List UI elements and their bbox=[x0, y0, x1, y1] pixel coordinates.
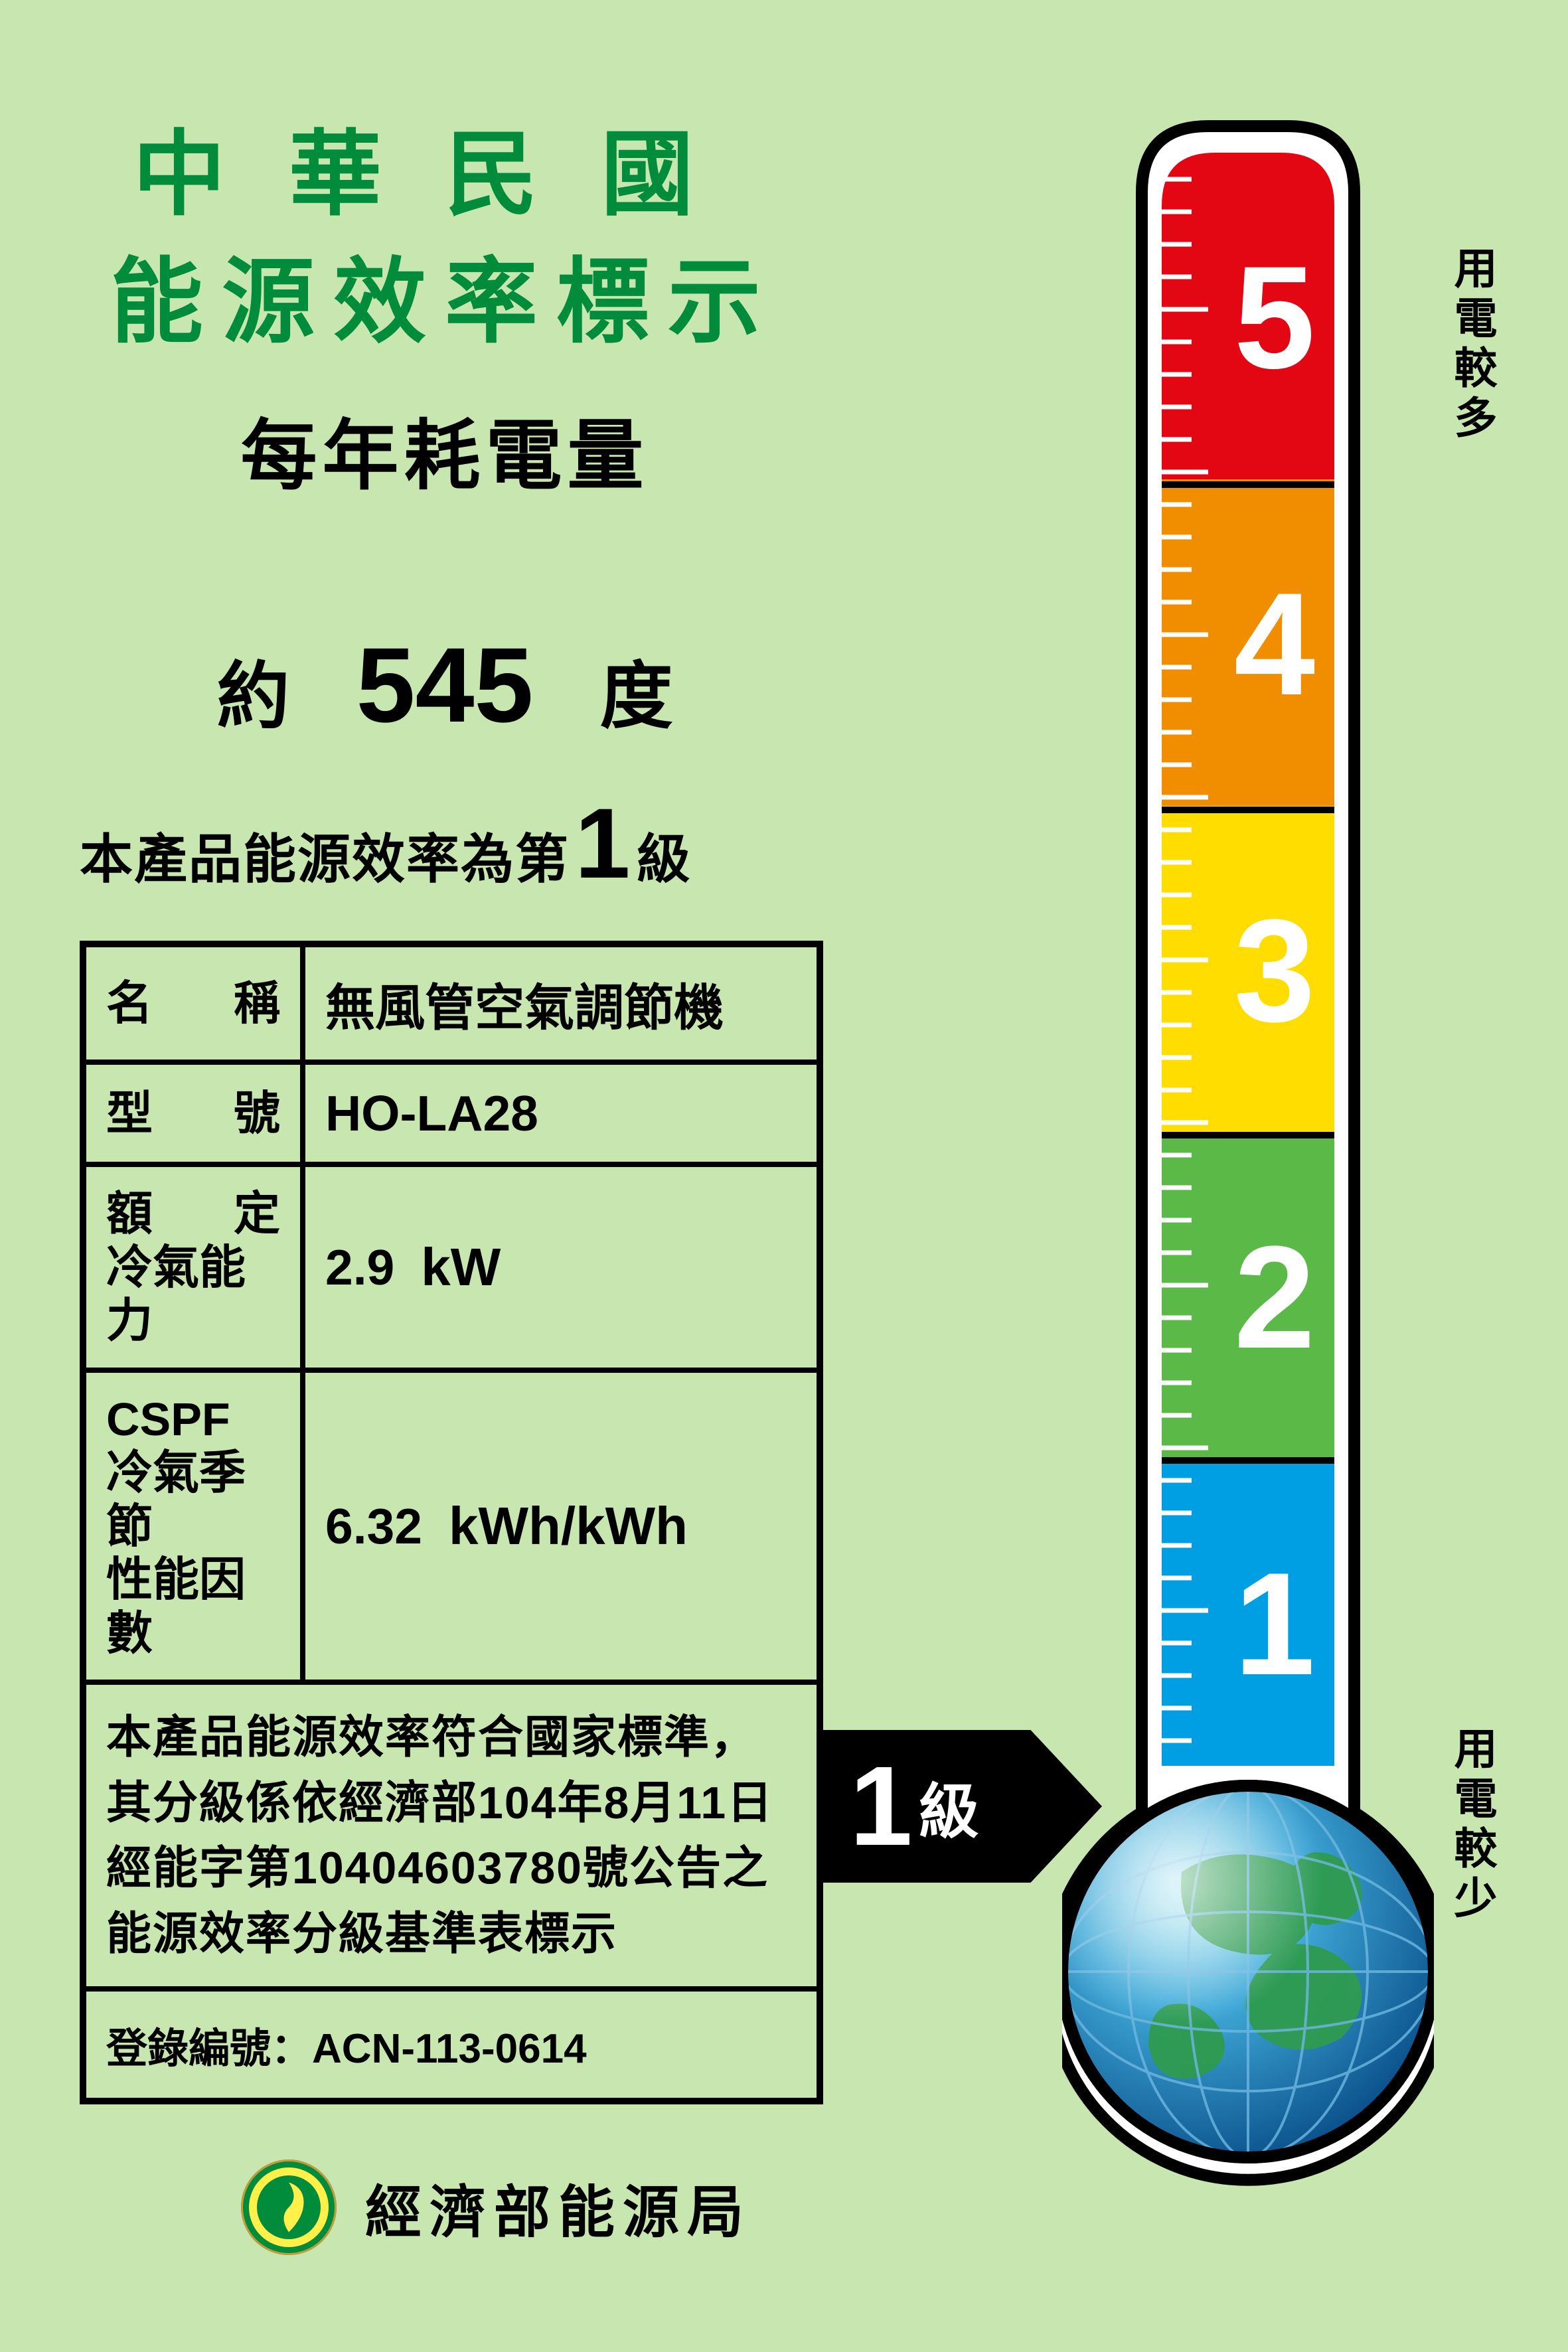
label-more-power: 用電較多 bbox=[1441, 246, 1503, 445]
thermometer: 54321 用電較多 用電較少 bbox=[1062, 113, 1434, 2237]
bureau-name: 經濟部能源局 bbox=[365, 2167, 751, 2248]
table-row: 型 號 HO-LA28 bbox=[86, 1065, 817, 1167]
arrow-shape: 1 級 bbox=[817, 1730, 1102, 1883]
svg-text:4: 4 bbox=[1234, 562, 1315, 726]
label-name: 名 稱 bbox=[86, 947, 305, 1059]
footer: 經濟部能源局 bbox=[239, 2157, 751, 2257]
grade-statement: 本產品能源效率為第 1 級 bbox=[80, 786, 810, 901]
arrow-grade-suffix: 級 bbox=[919, 1763, 979, 1849]
grade-number: 1 bbox=[575, 786, 631, 901]
label-cspf: CSPF 冷氣季節 性能因數 bbox=[86, 1373, 305, 1680]
label-less-power: 用電較少 bbox=[1441, 1726, 1503, 1925]
spec-table: 名 稱 無風管空氣調節機 型 號 HO-LA28 額 定 冷氣能力 2.9 kW… bbox=[80, 941, 823, 2104]
thermometer-svg: 5 4 3 2 1 bbox=[1062, 113, 1434, 2237]
reg-label: 登錄編號： bbox=[106, 2026, 312, 2072]
svg-text:1: 1 bbox=[1234, 1542, 1315, 1705]
label-model: 型 號 bbox=[86, 1065, 305, 1162]
label-capacity: 額 定 冷氣能力 bbox=[86, 1167, 305, 1368]
table-row: 名 稱 無風管空氣調節機 bbox=[86, 947, 817, 1065]
bureau-seal-icon bbox=[239, 2157, 339, 2257]
registration-row: 登錄編號：ACN-113-0614 bbox=[86, 1992, 817, 2098]
svg-text:3: 3 bbox=[1234, 889, 1315, 1052]
svg-text:5: 5 bbox=[1234, 236, 1315, 399]
subtitle: 每年耗電量 bbox=[80, 394, 810, 505]
svg-text:2: 2 bbox=[1234, 1215, 1315, 1379]
table-row: CSPF 冷氣季節 性能因數 6.32 kWh/kWh bbox=[86, 1373, 817, 1686]
consumption-row: 約 545 度 bbox=[80, 624, 810, 746]
grade-suffix: 級 bbox=[637, 817, 691, 894]
value-name: 無風管空氣調節機 bbox=[305, 947, 817, 1059]
title-line2: 能源效率標示 bbox=[80, 227, 810, 361]
title-line1: 中華民國 bbox=[80, 100, 810, 234]
grade-prefix: 本產品能源效率為第 bbox=[80, 817, 570, 894]
value-model: HO-LA28 bbox=[305, 1065, 817, 1162]
value-capacity: 2.9 kW bbox=[305, 1167, 817, 1368]
reg-number: ACN-113-0614 bbox=[312, 2026, 587, 2072]
consumption-value: 545 bbox=[356, 624, 534, 746]
grade-arrow-badge: 1 級 bbox=[817, 1730, 1102, 1883]
arrow-grade-number: 1 bbox=[850, 1741, 913, 1871]
value-cspf: 6.32 kWh/kWh bbox=[305, 1373, 817, 1680]
consumption-unit: 度 bbox=[599, 637, 672, 743]
standards-note: 本產品能源效率符合國家標準，其分級係依經濟部104年8月11日經能字第10404… bbox=[86, 1685, 817, 1992]
left-panel: 中華民國 能源效率標示 每年耗電量 約 545 度 本產品能源效率為第 1 級 … bbox=[80, 100, 876, 2104]
table-row: 額 定 冷氣能力 2.9 kW bbox=[86, 1167, 817, 1373]
approx-label: 約 bbox=[217, 637, 290, 743]
